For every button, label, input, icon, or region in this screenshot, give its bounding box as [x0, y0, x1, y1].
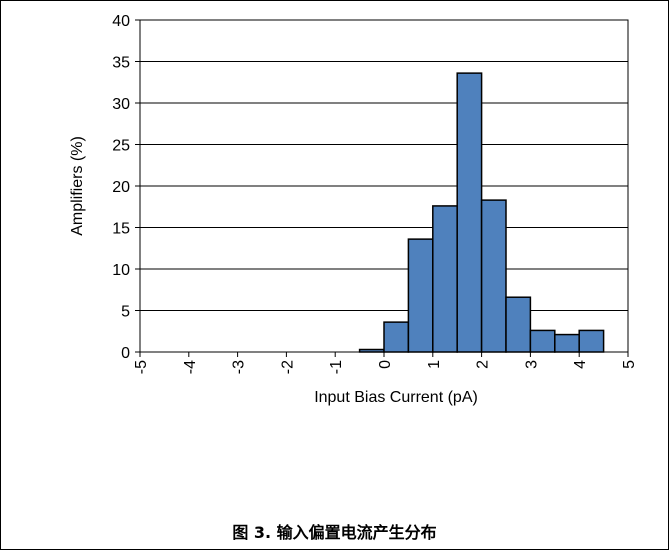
y-tick-label: 0 — [121, 345, 130, 362]
bar — [529, 329, 556, 353]
bar — [505, 296, 532, 353]
y-tick-label: 5 — [121, 304, 130, 321]
x-tick-label: -3 — [231, 360, 248, 374]
y-tick-label: 20 — [112, 179, 130, 196]
x-axis-ticks: -5 -4 -3 -2 -1 0 1 2 3 4 5 — [133, 352, 638, 374]
y-tick-label: 25 — [112, 138, 130, 155]
x-axis-label: Input Bias Current (pA) — [314, 389, 478, 406]
x-tick-label: -4 — [182, 360, 199, 374]
x-tick-label: -2 — [279, 360, 296, 374]
y-axis-ticks: 0 5 10 15 20 25 30 35 40 — [112, 13, 140, 362]
x-tick-label: 5 — [621, 360, 638, 369]
y-tick-label: 10 — [112, 262, 130, 279]
bar — [578, 329, 605, 353]
bar — [407, 238, 434, 353]
y-tick-label: 15 — [112, 221, 130, 238]
y-tick-label: 40 — [112, 13, 130, 30]
x-tick-label: 2 — [475, 360, 492, 369]
y-tick-label: 30 — [112, 96, 130, 113]
bar — [456, 72, 483, 353]
grid-lines — [140, 61, 628, 311]
figure-caption: 图 3. 输入偏置电流产生分布 — [232, 523, 437, 542]
x-tick-label: 4 — [572, 360, 589, 369]
bar — [383, 321, 410, 353]
x-tick-label: 1 — [426, 360, 443, 369]
bar — [432, 205, 458, 353]
y-tick-label: 35 — [112, 55, 130, 72]
x-tick-label: 0 — [377, 360, 394, 369]
bar — [554, 333, 580, 353]
x-tick-label: 3 — [523, 360, 540, 369]
bar — [480, 199, 507, 353]
x-tick-label: -5 — [133, 360, 150, 374]
y-axis-label: Amplifiers (%) — [69, 136, 86, 236]
histogram-chart: 0 5 10 15 20 25 30 35 40 -5 -4 -3 -2 -1 0 1 2 3 4 5 Amplif… — [69, 13, 638, 406]
x-tick-label: -1 — [328, 360, 345, 374]
